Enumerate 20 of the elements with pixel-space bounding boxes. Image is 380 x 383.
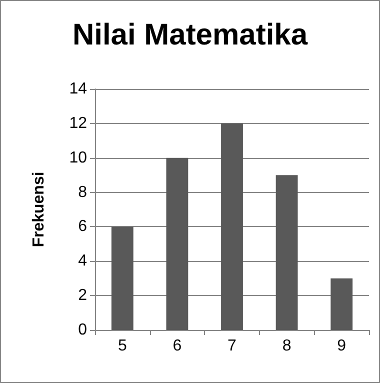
x-tick-label: 7	[228, 338, 237, 354]
y-axis-title: Frekuensi	[30, 172, 48, 248]
x-tick-label: 6	[172, 338, 182, 354]
y-tick-label: 14	[69, 80, 88, 98]
x-tick-label: 9	[337, 338, 346, 354]
bar	[330, 278, 353, 330]
bar	[166, 158, 188, 330]
y-tick-label: 6	[78, 218, 88, 236]
bar	[111, 226, 134, 330]
y-tick-label: 8	[78, 184, 88, 201]
chart-title: Nilai Matematika	[72, 18, 308, 52]
y-tick-label: 12	[69, 114, 88, 132]
y-tick-label: 10	[69, 149, 88, 166]
bar	[221, 123, 243, 330]
y-tick-label: 4	[78, 252, 88, 270]
bar	[276, 175, 298, 330]
y-tick-label: 0	[78, 322, 88, 338]
x-tick-label: 8	[282, 338, 292, 354]
y-tick-label: 2	[78, 287, 88, 304]
x-tick-label: 5	[118, 338, 127, 354]
